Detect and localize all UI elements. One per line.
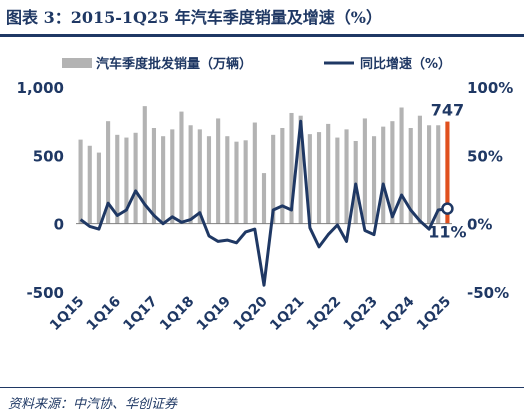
sales-bar: [216, 118, 221, 224]
sales-bar: [390, 121, 395, 224]
last-growth-point: [441, 202, 454, 215]
left-axis: -500 0 500 1,000: [17, 79, 64, 302]
legend-bar-label: 汽车季度批发销量（万辆）: [96, 56, 252, 72]
sales-bar: [179, 111, 184, 224]
sales-bar: [170, 129, 175, 224]
left-tick-label: 1,000: [17, 79, 64, 97]
right-tick-label: 0%: [467, 216, 492, 234]
sales-bar: [335, 137, 340, 224]
right-tick-label: -50%: [467, 284, 509, 302]
sales-bar: [87, 145, 92, 224]
sales-bar: [417, 115, 422, 224]
sales-bar: [197, 129, 202, 224]
sales-bar: [133, 132, 138, 224]
sales-bar: [362, 118, 367, 224]
x-axis: 1Q151Q161Q171Q181Q191Q201Q211Q221Q231Q24…: [47, 293, 454, 334]
sales-bar: [78, 139, 83, 224]
bar-series: [78, 106, 450, 224]
chart-title: 图表 3：2015-1Q25 年汽车季度销量及增速（%）: [6, 8, 382, 27]
x-tick-label: 1Q19: [194, 294, 234, 334]
x-tick-label: 1Q23: [340, 294, 380, 334]
sales-bar: [344, 129, 349, 224]
sales-bar: [307, 134, 312, 224]
sales-bar: [261, 173, 267, 224]
left-tick-label: 500: [33, 147, 64, 165]
left-tick-label: -500: [26, 284, 64, 302]
sales-bar: [316, 132, 322, 224]
sales-bar: [326, 123, 331, 224]
sales-bar: [225, 136, 230, 224]
x-tick-label: 1Q24: [377, 293, 418, 334]
sales-bar: [445, 121, 450, 224]
sales-bar: [151, 128, 157, 224]
sales-bar: [353, 140, 358, 224]
x-tick-label: 1Q18: [157, 294, 197, 334]
sales-bar: [206, 136, 212, 224]
sales-bar: [298, 115, 303, 224]
sales-bar: [399, 107, 404, 224]
sales-bar: [408, 128, 413, 224]
legend-line-label: 同比增速（%）: [360, 56, 451, 72]
title-divider: [0, 34, 524, 37]
x-tick-label: 1Q25: [414, 294, 454, 334]
sales-bar: [427, 125, 432, 224]
right-tick-label: 50%: [467, 147, 503, 165]
sales-bar: [142, 106, 147, 224]
x-tick-label: 1Q21: [267, 294, 307, 334]
legend-bar-swatch: [62, 58, 92, 68]
sales-bar: [271, 134, 276, 224]
annotations: 747 11%: [428, 101, 466, 242]
x-tick-label: 1Q22: [304, 294, 344, 334]
sales-bar: [371, 136, 377, 224]
line-data-label: 11%: [428, 223, 466, 242]
bar-data-label: 747: [431, 101, 464, 120]
sales-bar: [234, 141, 239, 224]
source-divider: [0, 387, 524, 388]
growth-line: [79, 119, 448, 287]
right-axis: -50% 0% 50% 100%: [467, 79, 513, 302]
sales-bar: [106, 121, 111, 224]
source-note: 资料来源：中汽协、华创证券: [8, 397, 178, 412]
x-tick-label: 1Q20: [230, 293, 271, 334]
right-tick-label: 100%: [467, 79, 513, 97]
sales-bar: [243, 140, 248, 224]
sales-bar: [188, 125, 193, 224]
sales-bar: [124, 137, 129, 224]
legend: 汽车季度批发销量（万辆） 同比增速（%）: [62, 56, 451, 72]
sales-bar: [280, 128, 285, 224]
sales-bar: [115, 134, 120, 224]
sales-bar: [381, 126, 386, 224]
sales-bar: [436, 125, 441, 224]
sales-bar: [289, 112, 294, 224]
sales-growth-chart: 汽车季度批发销量（万辆） 同比增速（%） -500 0 500 1,000 -50% 0…: [17, 56, 514, 334]
sales-bar: [96, 152, 101, 224]
sales-bar: [252, 122, 257, 224]
x-tick-label: 1Q16: [84, 294, 124, 334]
sales-bar: [161, 136, 166, 224]
x-tick-label: 1Q17: [120, 294, 160, 334]
left-tick-label: 0: [54, 216, 64, 234]
